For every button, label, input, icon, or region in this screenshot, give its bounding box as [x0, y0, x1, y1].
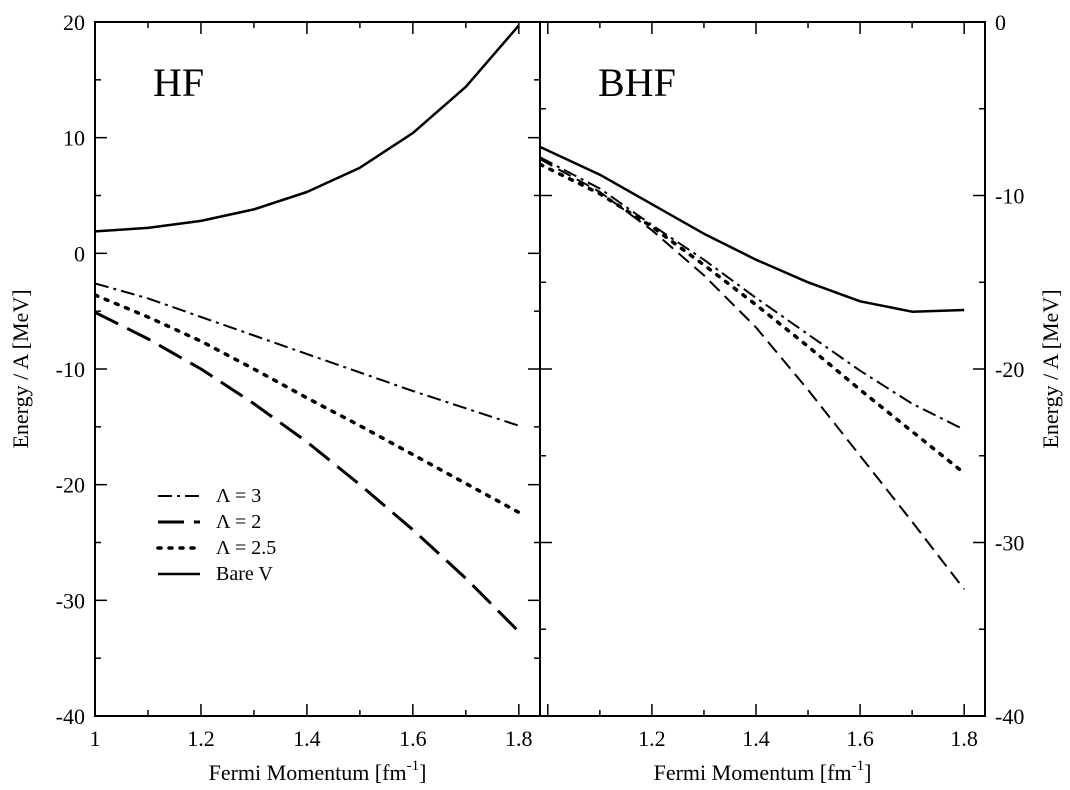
series-line-dashed-1 [540, 158, 965, 590]
x-tick-label: 1.6 [846, 726, 874, 751]
panel-label: BHF [598, 60, 676, 105]
y-tick-label: -30 [56, 588, 85, 613]
y-tick-label: -10 [995, 184, 1024, 209]
series-line-dotted-2 [540, 162, 966, 475]
legend-label: Λ = 3 [216, 485, 261, 507]
y-tick-label: -20 [995, 357, 1024, 382]
x-tick-label: 1.4 [742, 726, 770, 751]
y-tick-label: -30 [995, 531, 1024, 556]
y-tick-label: 20 [63, 10, 85, 35]
x-axis-title: Fermi Momentum [fm-1] [654, 758, 872, 785]
x-axis-title-close: ] [419, 760, 426, 785]
plot-frame-0 [94, 21, 541, 717]
series-line-solid-3 [95, 24, 520, 233]
series-line-solid-3 [540, 145, 965, 313]
y-tick-label: 0 [74, 241, 85, 266]
series-line-longdash-1 [95, 310, 520, 633]
x-tick-label: 1 [90, 726, 101, 751]
legend-label: Λ = 2 [216, 511, 261, 533]
y-tick-label: -20 [56, 473, 85, 498]
y-tick-label: 0 [995, 10, 1006, 35]
y-tick-label: -10 [56, 357, 85, 382]
x-axis-title: Fermi Momentum [fm-1] [209, 758, 427, 785]
y-axis-title: Energy / A [MeV] [1038, 289, 1063, 448]
x-tick-label: 1.2 [638, 726, 666, 751]
x-tick-label: 1.8 [950, 726, 978, 751]
legend-label: Bare V [216, 563, 273, 585]
x-tick-label: 1.8 [505, 726, 533, 751]
y-tick-label: -40 [995, 704, 1024, 729]
series-line-dotted-2 [95, 293, 521, 515]
y-axis-title: Energy / A [MeV] [8, 289, 33, 448]
x-axis-title-sup: -1 [852, 758, 865, 774]
x-axis-title-sup: -1 [407, 758, 420, 774]
x-tick-label: 1.6 [399, 726, 427, 751]
series-line-dashdot-0 [540, 156, 965, 431]
y-tick-label: 10 [63, 126, 85, 151]
y-tick-label: -40 [56, 704, 85, 729]
x-axis-title-main: Fermi Momentum [fm [209, 760, 407, 785]
x-axis-title-close: ] [864, 760, 871, 785]
plot-frame-1 [539, 21, 986, 717]
panel-label: HF [153, 60, 204, 105]
x-tick-label: 1.4 [293, 726, 321, 751]
x-axis-title-main: Fermi Momentum [fm [654, 760, 852, 785]
legend-label: Λ = 2.5 [216, 537, 276, 559]
series-line-dashdot-0 [95, 282, 520, 427]
x-tick-label: 1.2 [187, 726, 215, 751]
